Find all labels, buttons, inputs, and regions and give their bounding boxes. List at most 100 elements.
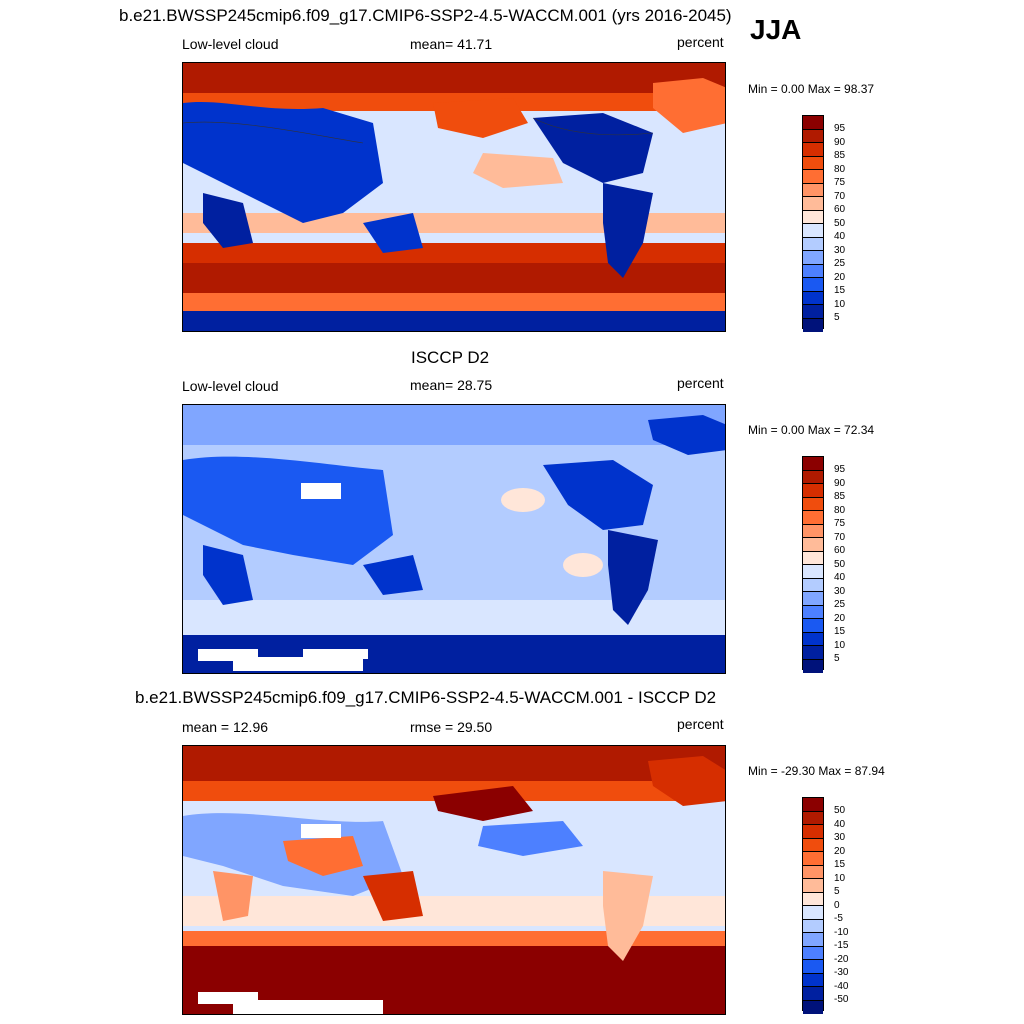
panel1-colorbar-label: 75 — [834, 177, 846, 188]
panel1-colorbar-label: 50 — [834, 217, 846, 229]
panel3-colorbar-label: 50 — [834, 805, 846, 816]
panel2-colorbar-swatch — [803, 524, 823, 538]
panel1-title: b.e21.BWSSP245cmip6.f09_g17.CMIP6-SSP2-4… — [119, 6, 732, 25]
panel2-colorbar-swatch — [803, 659, 823, 673]
panel1-colorbar-swatch — [803, 291, 823, 305]
panel2-variable: Low-level cloud — [182, 378, 279, 394]
panel1-colorbar-swatch — [803, 305, 823, 319]
panel3-map — [182, 745, 726, 1015]
panel1-colorbar-swatch — [803, 129, 823, 143]
panel1-map-field — [183, 63, 725, 331]
panel2-colorbar-label: 75 — [834, 518, 846, 529]
panel3-colorbar-label: -50 — [834, 994, 849, 1005]
panel3-colorbar-label: -5 — [834, 913, 843, 924]
panel3-mean: mean = 12.96 — [182, 719, 269, 735]
panel2-units: percent — [677, 375, 724, 391]
panel2-colorbar — [802, 456, 824, 673]
panel2-colorbar-label: 10 — [834, 639, 846, 651]
panel3-colorbar-label: 20 — [834, 845, 846, 857]
panel2-colorbar-label: 70 — [834, 531, 846, 543]
panel3-colorbar-swatch — [803, 906, 823, 920]
panel1-colorbar-swatch — [803, 237, 823, 251]
panel3-title: b.e21.BWSSP245cmip6.f09_g17.CMIP6-SSP2-4… — [135, 688, 717, 707]
panel3-colorbar-swatch — [803, 825, 823, 839]
panel3-colorbar-label: -10 — [834, 926, 849, 938]
panel3-colorbar-label: 15 — [834, 859, 846, 870]
panel2-colorbar-swatch — [803, 592, 823, 606]
season-label: JJA — [750, 14, 802, 45]
panel3-colorbar-swatch — [803, 892, 823, 906]
panel3-colorbar-swatch — [803, 973, 823, 987]
panel3-colorbar-swatch — [803, 960, 823, 974]
panel3-colorbar-label: -20 — [834, 953, 849, 965]
panel3-colorbar-swatch — [803, 933, 823, 947]
panel1-colorbar-label: 90 — [834, 136, 846, 148]
panel1-colorbar-label: 15 — [834, 285, 846, 296]
panel1-colorbar-label: 40 — [834, 231, 846, 242]
panel3-colorbar-label: -15 — [834, 940, 849, 951]
panel2-mean: mean= 28.75 — [410, 377, 493, 393]
panel3-colorbar-swatch — [803, 811, 823, 825]
panel1-map — [182, 62, 726, 332]
panel1-colorbar-swatch — [803, 116, 823, 130]
panel1-colorbar-label: 30 — [834, 244, 846, 256]
panel2-map — [182, 404, 726, 674]
panel2-colorbar-label: 40 — [834, 572, 846, 583]
panel3-colorbar-swatch — [803, 798, 823, 812]
panel2-colorbar-swatch — [803, 578, 823, 592]
panel2-colorbar-swatch — [803, 511, 823, 525]
panel3-colorbar-swatch — [803, 838, 823, 852]
panel2-colorbar-swatch — [803, 484, 823, 498]
panel2-colorbar-swatch — [803, 632, 823, 646]
panel3-colorbar-label: 5 — [834, 886, 840, 897]
panel1-colorbar-swatch — [803, 264, 823, 278]
panel1-colorbar-swatch — [803, 224, 823, 238]
panel2-colorbar-label: 20 — [834, 612, 846, 624]
panel2-map-field — [183, 405, 725, 673]
panel3-units: percent — [677, 716, 724, 732]
panel3-colorbar-swatch — [803, 865, 823, 879]
panel1-colorbar-swatch — [803, 156, 823, 170]
panel3-colorbar-swatch — [803, 919, 823, 933]
panel2-colorbar-label: 5 — [834, 653, 840, 664]
panel2-colorbar-label: 95 — [834, 464, 846, 475]
panel3-colorbar-swatch — [803, 879, 823, 893]
panel2-colorbar-label: 15 — [834, 626, 846, 637]
panel3-rmse: rmse = 29.50 — [410, 719, 493, 735]
panel1-colorbar-swatch — [803, 251, 823, 265]
panel1-colorbar-label: 70 — [834, 190, 846, 202]
panel1-colorbar-label: 25 — [834, 258, 846, 269]
panel2-colorbar-swatch — [803, 470, 823, 484]
panel1-colorbar-swatch — [803, 210, 823, 224]
panel2-colorbar-label: 90 — [834, 477, 846, 489]
panel3-colorbar-swatch — [803, 987, 823, 1001]
panel1-mean: mean= 41.71 — [410, 36, 493, 52]
panel2-colorbar-swatch — [803, 619, 823, 633]
panel3-colorbar — [802, 797, 824, 1014]
panel2-colorbar-label: 80 — [834, 504, 846, 516]
panel3-colorbar-swatch — [803, 946, 823, 960]
panel1-colorbar-label: 10 — [834, 298, 846, 310]
panel1-colorbar-swatch — [803, 170, 823, 184]
panel2-colorbar-swatch — [803, 457, 823, 471]
panel1-colorbar — [802, 115, 824, 332]
panel3-map-field — [183, 746, 725, 1014]
panel3-colorbar-label: 40 — [834, 818, 846, 830]
panel1-units: percent — [677, 34, 724, 50]
panel1-variable: Low-level cloud — [182, 36, 279, 52]
panel1-colorbar-swatch — [803, 183, 823, 197]
panel2-colorbar-label: 30 — [834, 585, 846, 597]
panel1-minmax: Min = 0.00 Max = 98.37 — [748, 82, 875, 96]
panel2-colorbar-label: 60 — [834, 545, 846, 556]
panel2-colorbar-swatch — [803, 497, 823, 511]
panel3-colorbar-label: -40 — [834, 980, 849, 992]
panel2-colorbar-swatch — [803, 551, 823, 565]
panel1-colorbar-label: 60 — [834, 204, 846, 215]
panel1-colorbar-label: 20 — [834, 271, 846, 283]
panel1-colorbar-swatch — [803, 143, 823, 157]
panel1-colorbar-label: 95 — [834, 123, 846, 134]
panel3-colorbar-label: 0 — [834, 899, 840, 911]
panel1-colorbar-swatch — [803, 278, 823, 292]
panel1-colorbar-label: 80 — [834, 163, 846, 175]
panel2-colorbar-label: 85 — [834, 491, 846, 502]
